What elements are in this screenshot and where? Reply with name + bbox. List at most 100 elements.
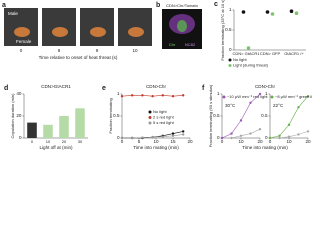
panel-letter: b — [156, 2, 160, 9]
line — [221, 93, 261, 139]
time-label: 8 — [58, 48, 61, 53]
legend-swatch — [222, 95, 226, 99]
y-tick-label: 0.5 — [261, 113, 268, 118]
panel-letter: e — [102, 85, 106, 92]
dot — [289, 9, 294, 13]
x-tick-label: 20 — [257, 139, 263, 144]
y-tick-label: 0.5 — [213, 113, 220, 118]
x-tick-label: GtACR1 /+ — [284, 51, 304, 56]
point — [220, 136, 224, 140]
y-tick-label: 1 — [229, 7, 232, 12]
y-axis-label: Copulation duration (min) — [10, 93, 15, 139]
y-tick-label: 0 — [19, 135, 22, 140]
time-label: 10 — [132, 48, 138, 53]
y-tick-label: 0 — [217, 135, 220, 140]
dot — [294, 11, 299, 15]
point — [230, 136, 233, 140]
point — [141, 136, 144, 139]
y-tick-label: 40 — [16, 91, 22, 96]
x-tick-label: CDN> GFP — [260, 51, 281, 56]
x-tick-label: CDN> GtACR1 — [232, 51, 260, 56]
point — [120, 95, 124, 98]
point — [151, 135, 154, 139]
point — [278, 136, 281, 140]
x-tick-label: 0 — [31, 139, 34, 144]
legend-swatch — [228, 64, 232, 67]
y-tick-label: 0 — [229, 47, 232, 52]
point — [258, 92, 262, 96]
fly — [14, 27, 30, 37]
point — [278, 134, 281, 137]
point — [239, 134, 243, 137]
photo — [118, 8, 152, 46]
point — [297, 106, 300, 109]
panel-a: a Male Female 0 8 9 10 Time relative to … — [2, 2, 152, 60]
x-tick-label: 20 — [62, 139, 67, 144]
label: Female — [16, 39, 32, 44]
point — [151, 95, 154, 98]
point — [258, 128, 262, 131]
bar — [59, 116, 69, 138]
point — [141, 94, 144, 97]
x-tick-label: 15 — [170, 139, 176, 144]
point — [249, 132, 252, 135]
point — [131, 136, 134, 140]
point — [182, 94, 185, 97]
panel-letter: a — [2, 2, 6, 9]
time-label: 0 — [20, 48, 23, 53]
y-axis-label: Fraction terminating (60 s stimulus) — [208, 84, 213, 147]
legend-swatch — [228, 58, 232, 62]
stain — [177, 20, 187, 32]
point — [287, 123, 291, 127]
point — [306, 95, 310, 98]
legend-label: 2 s red light — [153, 115, 175, 120]
legend-label: No light — [153, 109, 167, 114]
point — [306, 130, 310, 133]
point — [182, 133, 185, 136]
annotation: 22°C — [273, 103, 284, 108]
label: Male — [8, 11, 18, 16]
chart-title: CDN>Chr — [146, 84, 167, 89]
fly — [52, 27, 68, 37]
fly — [128, 27, 144, 37]
x-tick-label: 10 — [238, 139, 244, 144]
point — [171, 134, 175, 137]
legend-swatch — [148, 121, 152, 125]
point — [120, 136, 124, 140]
panel-letter: c — [214, 1, 218, 8]
y-tick-label: 0 — [265, 135, 268, 140]
axis — [233, 10, 306, 51]
axis — [221, 94, 260, 139]
y-tick-label: 0 — [117, 135, 120, 140]
x-axis-label: Time into mating (min) — [242, 145, 288, 150]
dot — [241, 10, 246, 14]
point — [287, 135, 291, 138]
photo — [80, 8, 114, 46]
legend-swatch — [148, 116, 152, 119]
channel-label: Chr — [169, 42, 176, 47]
photo — [4, 8, 38, 46]
y-axis-label: Fraction terminating (33°C at 10 s) — [220, 0, 225, 61]
channel-label: NC82 — [185, 42, 196, 47]
legend-label: ~10 μW mm⁻² red light — [227, 94, 268, 99]
point — [161, 135, 164, 138]
panel-b: b CDN>Chr/Tomato Chr NC82 — [156, 2, 202, 49]
y-tick-label: 1 — [265, 91, 268, 96]
figure: a Male Female 0 8 9 10 Time relative to … — [2, 0, 312, 150]
point — [171, 95, 175, 98]
panel-letter: d — [4, 85, 8, 92]
x-tick-label: 0 — [269, 139, 272, 144]
point — [131, 94, 134, 97]
y-tick-label: 20 — [16, 113, 22, 118]
x-tick-label: 20 — [305, 139, 311, 144]
y-tick-label: 1 — [217, 91, 220, 96]
legend-swatch — [148, 110, 152, 114]
x-tick-label: 10 — [46, 139, 51, 144]
legend-label: ~8 μW mm⁻² green light — [275, 94, 312, 99]
point — [182, 130, 185, 133]
point — [297, 133, 300, 136]
page: a Male Female 0 8 9 10 Time relative to … — [2, 0, 312, 151]
legend-label: No light — [233, 57, 247, 62]
bar — [75, 108, 85, 138]
legend-label: Light (during threat) — [233, 63, 269, 68]
